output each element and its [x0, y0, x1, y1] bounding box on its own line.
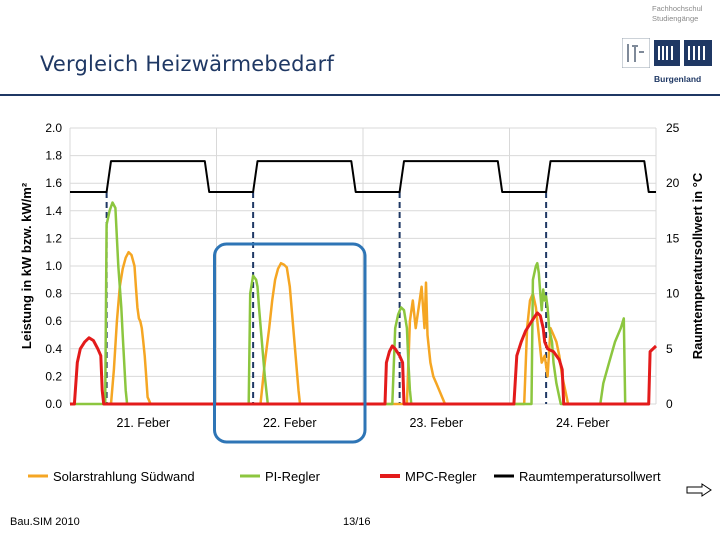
logo-mark-icon: [622, 38, 650, 68]
logo-region: Burgenland: [654, 74, 702, 84]
y2-tick-label: 5: [666, 342, 673, 356]
y2-tick-label: 20: [666, 176, 680, 190]
y-tick-label: 0.8: [45, 287, 62, 301]
title-rule: [0, 94, 720, 96]
legend-label: Solarstrahlung Südwand: [53, 469, 195, 484]
y-tick-label: 1.4: [45, 204, 62, 218]
slide-title: Vergleich Heizwärmebedarf: [40, 52, 335, 76]
chart-grid: [69, 127, 657, 405]
series-lines: [70, 160, 658, 406]
series-pi-regler: [70, 201, 627, 406]
x-category-label: 23. Feber: [409, 416, 463, 430]
y-tick-label: 1.6: [45, 176, 62, 190]
x-category-label: 24. Feber: [556, 416, 610, 430]
x-category-label: 21. Feber: [116, 416, 170, 430]
y-tick-label: 1.0: [45, 259, 62, 273]
logo-blocks-icon: [654, 40, 712, 66]
series-raumtemperatursollwert: [70, 160, 656, 193]
highlight-box: [213, 242, 367, 444]
legend-label: Raumtemperatursollwert: [519, 469, 661, 484]
y-axis-label: Leistung in kW bzw. kW/m²: [19, 182, 34, 349]
heating-demand-chart: 0.0 0.2 0.4 0.6 0.8 1.0 1.2 1.4 1.6 1.8 2.0 0 5 10 15…: [19, 121, 705, 484]
y-tick-label: 0.4: [45, 342, 62, 356]
x-category-labels: 21. Feber 22. Feber 23. Feber 24. Feber: [116, 416, 609, 430]
y-tick-label: 0.2: [45, 369, 62, 383]
y2-axis-label: Raumtemperatursollwert in °C: [690, 172, 705, 359]
logo-line-2: Studiengänge: [652, 14, 699, 23]
legend-item: MPC-Regler: [380, 469, 477, 484]
x-category-label: 22. Feber: [263, 416, 317, 430]
y2-tick-label: 10: [666, 287, 680, 301]
logo-line-1: Fachhochschul: [652, 4, 703, 13]
y2-tick-label: 25: [666, 121, 680, 135]
y2-tick-label: 0: [666, 397, 673, 411]
legend-item: Solarstrahlung Südwand: [28, 469, 195, 484]
y-tick-label: 1.8: [45, 149, 62, 163]
legend-item: Raumtemperatursollwert: [494, 469, 661, 484]
y-tick-label: 1.2: [45, 231, 62, 245]
series-mpc-regler: [70, 311, 658, 406]
y-tick-label: 0.6: [45, 314, 62, 328]
legend-label: PI-Regler: [265, 469, 321, 484]
series-solarstrahlung-s-dwand: [109, 250, 570, 406]
arrow-right-icon[interactable]: [686, 483, 712, 497]
page-number: 13/16: [343, 516, 371, 528]
legend-item: PI-Regler: [240, 469, 321, 484]
footer-event: Bau.SIM 2010: [10, 516, 80, 528]
y2-tick-label: 15: [666, 231, 680, 245]
y-tick-labels: 0.0 0.2 0.4 0.6 0.8 1.0 1.2 1.4 1.6 1.8 2.0: [45, 121, 62, 411]
chart-legend: Solarstrahlung Südwand PI-Regler MPC-Regle…: [28, 469, 661, 484]
y-tick-label: 0.0: [45, 397, 62, 411]
dashed-markers: [105, 192, 548, 404]
legend-label: MPC-Regler: [405, 469, 477, 484]
y2-tick-labels: 0 5 10 15 20 25: [666, 121, 680, 411]
y-tick-label: 2.0: [45, 121, 62, 135]
institution-logo: Fachhochschul Studiengänge Burgenland: [622, 4, 714, 88]
